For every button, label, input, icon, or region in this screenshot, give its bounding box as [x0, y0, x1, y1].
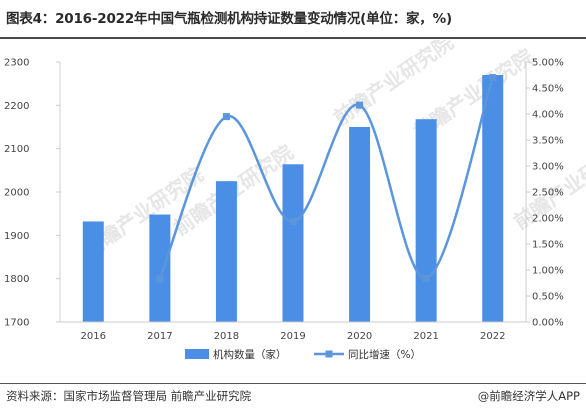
- x-tick-label: 2020: [347, 331, 372, 342]
- y-left-tick-label: 2300: [4, 58, 29, 69]
- y-right-tick-label: 1.00%: [532, 266, 564, 277]
- y-right-tick-label: 0.00%: [532, 318, 564, 329]
- line-point-2022: [489, 74, 497, 82]
- x-tick-label: 2017: [147, 331, 172, 342]
- y-right-tick-label: 2.00%: [532, 214, 564, 225]
- title-divider: [0, 37, 586, 39]
- axes: 1700 1800 1900 2000 2100 2200 2300 0.00% 0.50% 1.…: [4, 58, 564, 343]
- combo-chart: 前瞻产业研究院前瞻产业研究院前瞻产业研究院前瞻产业研究院前瞻产业研究院 1700…: [4, 40, 586, 361]
- x-tick-label: 2018: [214, 331, 239, 342]
- legend-swatch-bar: [185, 349, 209, 359]
- growth-line: [158, 77, 494, 280]
- line-point-2021: [422, 274, 430, 282]
- x-tick-label: 2019: [280, 331, 305, 342]
- bar-series: [82, 75, 504, 322]
- bar-2020: [349, 127, 371, 322]
- y-left-tick-label: 2100: [4, 144, 29, 155]
- y-right-tick-label: 4.00%: [532, 110, 564, 121]
- bar-2021: [415, 119, 437, 322]
- y-right-tick-label: 0.50%: [532, 292, 564, 303]
- x-tick-label: 2021: [413, 331, 438, 342]
- legend: 机构数量（家） 同比增速（%）: [185, 348, 421, 361]
- line-point-2020: [356, 101, 364, 109]
- y-right-tick-label: 2.50%: [532, 188, 564, 199]
- y-right-tick-label: 3.50%: [532, 136, 564, 147]
- legend-swatch-marker: [325, 350, 333, 358]
- footer-divider: [0, 383, 586, 384]
- bar-2019: [282, 164, 304, 322]
- y-left-tick-label: 2200: [4, 101, 29, 112]
- y-left-tick-label: 1900: [4, 231, 29, 242]
- line-point-2018: [222, 113, 230, 121]
- bar-2018: [215, 181, 237, 322]
- y-right-tick-label: 4.50%: [532, 84, 564, 95]
- y-left-tick-label: 1800: [4, 274, 29, 285]
- y-right-tick-label: 1.50%: [532, 240, 564, 251]
- y-right-tick-label: 5.00%: [532, 58, 564, 69]
- bar-2017: [149, 214, 171, 322]
- y-left-tick-label: 1700: [4, 318, 29, 329]
- chart-title: 图表4：2016-2022年中国气瓶检测机构持证数量变动情况(单位：家，%): [6, 11, 452, 27]
- y-left-tick-label: 2000: [4, 188, 29, 199]
- y-right-tick-label: 3.00%: [532, 162, 564, 173]
- line-series: [156, 74, 497, 283]
- legend-label-bar: 机构数量（家）: [213, 348, 287, 361]
- line-point-2017: [156, 275, 164, 283]
- x-tick-label: 2016: [81, 331, 106, 342]
- line-point-2019: [289, 218, 297, 226]
- bar-2022: [482, 75, 504, 322]
- legend-label-line: 同比增速（%）: [348, 348, 421, 361]
- source-note: 资料来源：国家市场监督管理局 前瞻产业研究院: [6, 389, 252, 403]
- bar-2016: [82, 221, 104, 322]
- x-tick-label: 2022: [480, 331, 505, 342]
- credit-note: @前瞻经济学人APP: [477, 389, 580, 403]
